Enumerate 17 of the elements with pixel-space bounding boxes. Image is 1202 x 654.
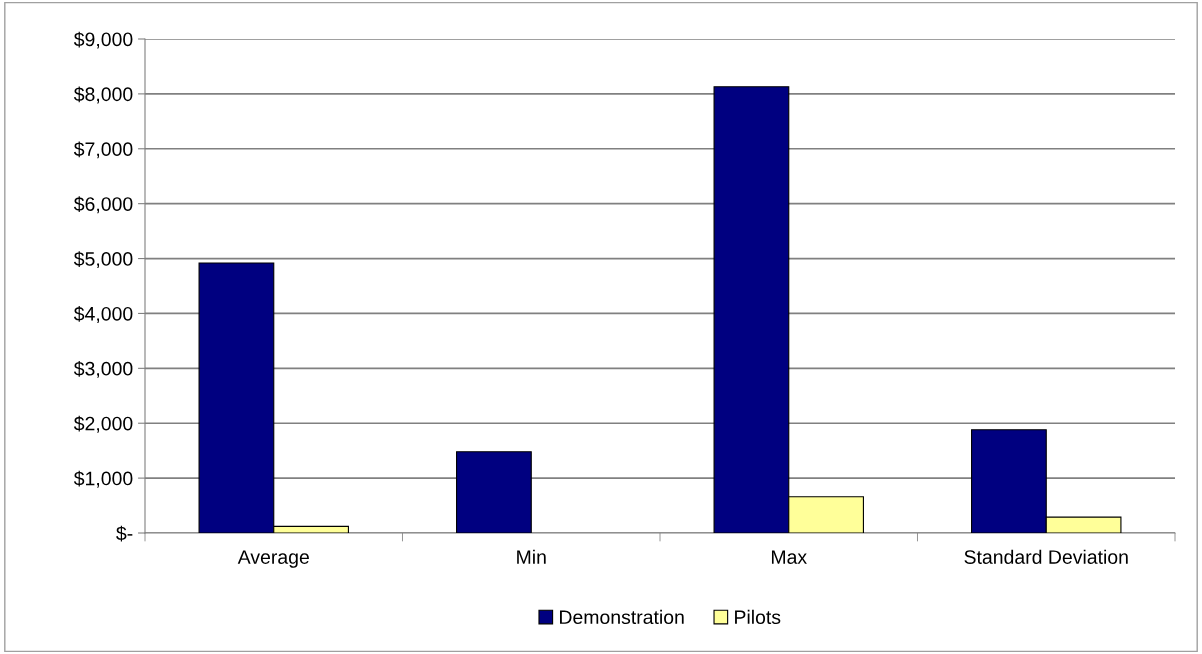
x-tick-label: Min <box>517 549 546 564</box>
y-tick-label: $2,000 <box>73 415 133 433</box>
y-tick-label: $5,000 <box>73 251 133 269</box>
bar <box>456 451 532 533</box>
y-tick-label: $1,000 <box>73 470 133 488</box>
y-tick-label: $7,000 <box>73 141 133 159</box>
y-tick-label: $4,000 <box>73 306 133 323</box>
legend-label: Pilots <box>735 609 781 625</box>
y-tick-label: $8,000 <box>73 86 133 104</box>
y-tick-label: $6,000 <box>73 196 133 214</box>
legend-label: Demonstration <box>560 609 684 625</box>
y-tick-label: $- <box>116 525 133 542</box>
x-tick-label: Average <box>237 550 309 568</box>
y-tick-label: $9,000 <box>73 31 133 49</box>
y-tick-label: $3,000 <box>73 360 133 378</box>
x-tick-label: Standard Deviation <box>964 549 1128 564</box>
x-tick-label: Max <box>771 550 807 564</box>
